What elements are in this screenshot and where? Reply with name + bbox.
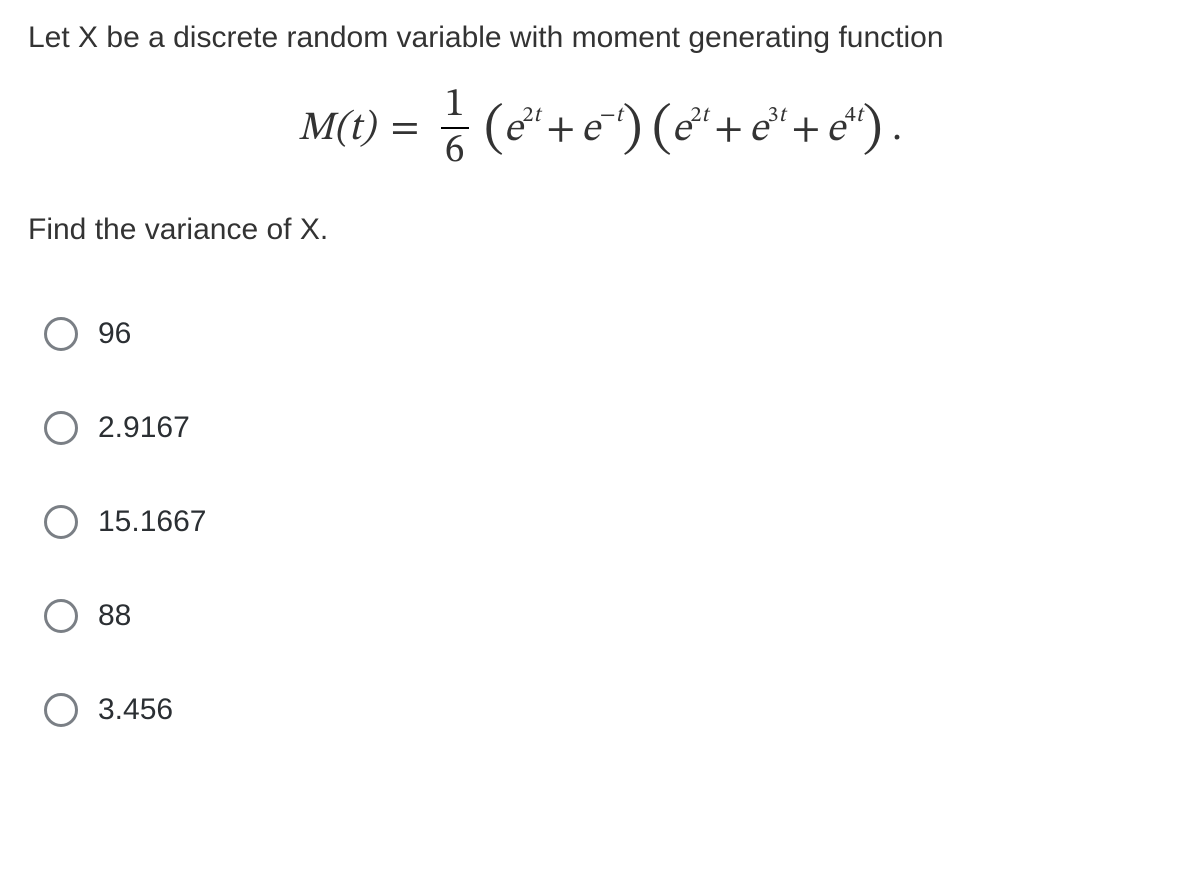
question-prompt: Find the variance of X. (28, 213, 1172, 247)
option-label: 96 (98, 317, 131, 351)
options-list: 96 2.9167 15.1667 88 3.456 (28, 317, 1172, 727)
option-3[interactable]: 15.1667 (44, 505, 1172, 539)
radio-icon[interactable] (44, 505, 78, 539)
option-label: 3.456 (98, 693, 173, 727)
question-intro: Let X be a discrete random variable with… (28, 18, 1172, 59)
option-label: 2.9167 (98, 411, 190, 445)
option-label: 15.1667 (98, 505, 206, 539)
radio-icon[interactable] (44, 693, 78, 727)
radio-icon[interactable] (44, 411, 78, 445)
equation-lhs: M(t) (298, 109, 375, 149)
radio-icon[interactable] (44, 317, 78, 351)
equation-group-2: (e2t+e3t+e4t) (652, 105, 883, 155)
option-2[interactable]: 2.9167 (44, 411, 1172, 445)
equation-group-1: (e2t+e−t) (484, 105, 643, 155)
option-label: 88 (98, 599, 131, 633)
equation-block: M(t) = 1 6 (e2t+e−t) (e2t+e3t+e4t) . (28, 87, 1172, 173)
option-4[interactable]: 88 (44, 599, 1172, 633)
option-5[interactable]: 3.456 (44, 693, 1172, 727)
equation-trailing: . (892, 109, 902, 149)
option-1[interactable]: 96 (44, 317, 1172, 351)
radio-icon[interactable] (44, 599, 78, 633)
equation-fraction: 1 6 (441, 85, 469, 171)
